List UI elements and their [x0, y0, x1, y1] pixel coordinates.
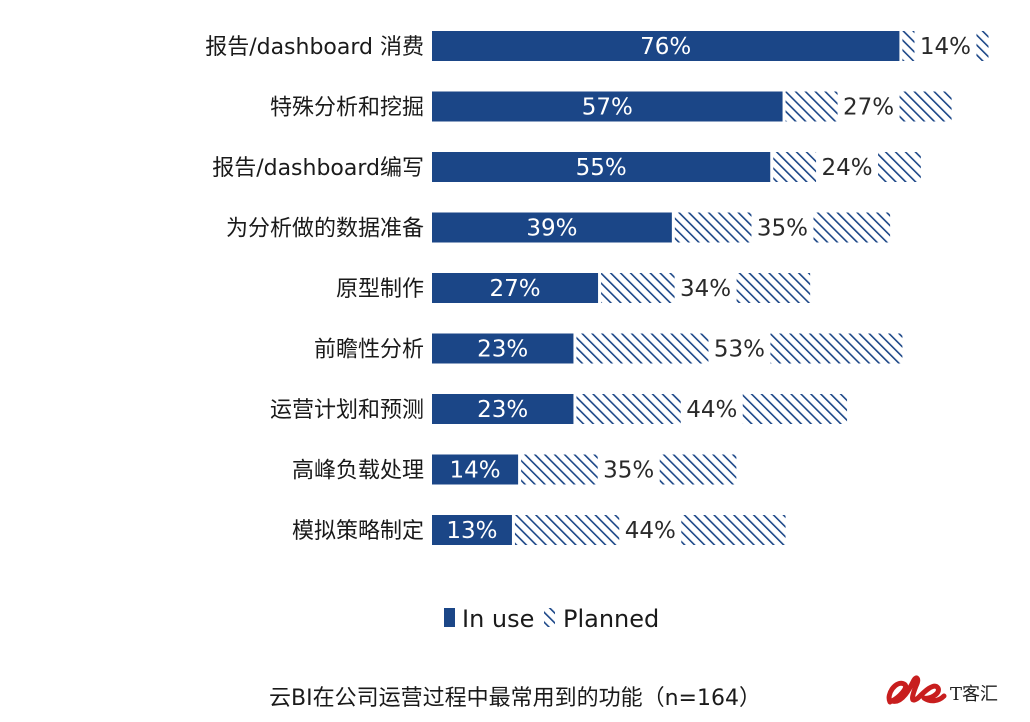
data-label-bg: [914, 31, 977, 61]
data-label-planned: 14%: [920, 34, 971, 60]
data-label-planned: 24%: [821, 155, 872, 181]
category-label: 原型制作: [336, 277, 424, 302]
data-label-in-use: 39%: [526, 216, 577, 242]
data-label-in-use: 23%: [477, 337, 528, 363]
category-label: 报告/dashboard编写: [212, 156, 424, 181]
category-label: 特殊分析和挖掘: [270, 96, 424, 121]
data-label-in-use: 55%: [576, 155, 627, 181]
category-label: 前瞻性分析: [314, 338, 424, 363]
data-label-planned: 35%: [603, 458, 654, 484]
data-label-bg: [837, 91, 900, 122]
data-label-in-use: 27%: [489, 276, 540, 302]
bar-in-use: [432, 31, 900, 61]
brand-logo: T客汇: [884, 668, 1024, 714]
data-label-in-use: 57%: [582, 95, 633, 121]
data-label-bg: [816, 152, 879, 182]
data-label-bg: [680, 394, 743, 424]
legend-swatch-planned: [544, 608, 555, 627]
legend-swatch-in-use: [444, 608, 455, 627]
bar-in-use: [432, 515, 512, 545]
data-label-in-use: 14%: [449, 458, 500, 484]
data-label-in-use: 23%: [477, 397, 528, 423]
brand-mark-icon: [886, 675, 947, 705]
data-label-bg: [619, 515, 682, 545]
data-label-bg: [674, 273, 737, 303]
bar-in-use: [432, 454, 519, 485]
category-label: 运营计划和预测: [270, 398, 424, 423]
legend-label-planned: Planned: [563, 605, 659, 633]
bar-in-use: [432, 212, 672, 243]
legend: In use Planned: [444, 605, 659, 633]
category-label: 模拟策略制定: [292, 519, 424, 544]
data-label-planned: 27%: [843, 95, 894, 121]
data-label-planned: 44%: [686, 397, 737, 423]
data-label-bg: [708, 333, 771, 364]
bar-in-use: [432, 273, 599, 303]
chart-caption: 云BI在公司运营过程中最常用到的功能（n=164）: [269, 686, 761, 711]
bar-in-use: [432, 333, 574, 364]
data-label-in-use: 13%: [446, 518, 497, 544]
data-label-planned: 44%: [625, 518, 676, 544]
category-label: 报告/dashboard 消费: [205, 35, 424, 60]
bar-in-use: [432, 152, 771, 182]
data-label-bg: [597, 454, 660, 485]
legend-label-in-use: In use: [462, 605, 534, 633]
data-label-planned: 35%: [757, 216, 808, 242]
data-label-planned: 53%: [714, 337, 765, 363]
data-label-in-use: 76%: [640, 34, 691, 60]
bars-group: 报告/dashboard 消费 76% 14% 特殊分析和挖掘 57% 27% 报告/das…: [205, 31, 989, 545]
bar-in-use: [432, 91, 783, 122]
bar-in-use: [432, 394, 574, 424]
data-label-bg: [751, 212, 814, 243]
brand-text: T客汇: [950, 684, 999, 705]
category-label: 高峰负载处理: [292, 459, 424, 484]
data-label-planned: 34%: [680, 276, 731, 302]
category-label: 为分析做的数据准备: [226, 217, 424, 242]
